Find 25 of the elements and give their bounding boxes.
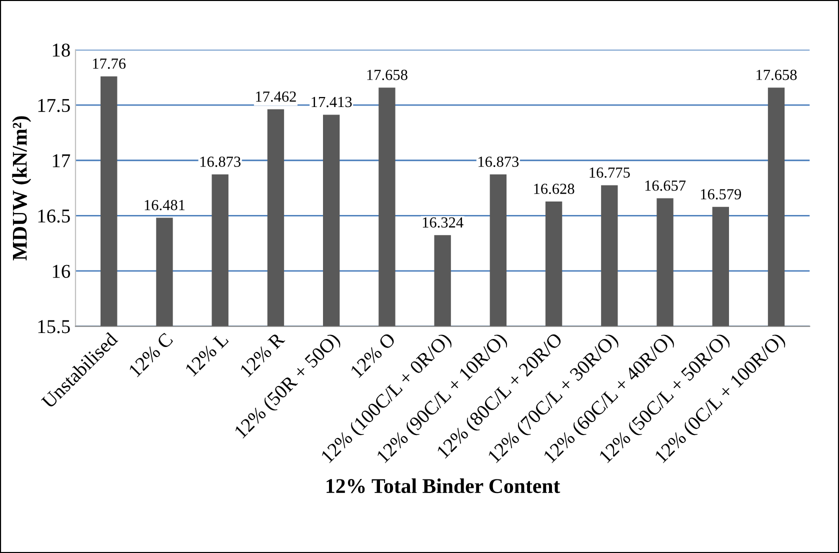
data-label: 17.658 — [756, 70, 797, 80]
data-label: 16.775 — [590, 167, 630, 178]
x-axis-title: 12% Total Binder Content — [326, 478, 560, 494]
y-tick-label: 15.5 — [38, 320, 70, 334]
data-label: 16.324 — [422, 217, 464, 228]
x-tick-label: 12% L — [184, 332, 230, 377]
y-tick-label: 16.5 — [38, 210, 70, 223]
x-tick-label: 12% C — [128, 332, 174, 378]
x-tick-label: 12% R — [240, 332, 286, 378]
data-label: 17.76 — [93, 58, 126, 69]
y-tick-label: 16 — [52, 264, 70, 278]
y-tick-label: 18 — [52, 44, 70, 57]
data-label: 16.873 — [200, 156, 241, 167]
data-label: 16.481 — [144, 200, 185, 210]
data-label: 16.628 — [534, 184, 574, 194]
y-tick-label: 17 — [52, 154, 70, 168]
data-label: 17.658 — [367, 70, 408, 80]
data-label: 16.873 — [478, 156, 519, 167]
x-tick-label: 12% O — [350, 332, 396, 378]
y-axis-title: MDUW (kN/m²) — [12, 116, 32, 260]
data-label: 16.579 — [700, 189, 742, 200]
y-tick-label: 17.5 — [38, 98, 70, 112]
data-label: 17.413 — [312, 96, 352, 108]
data-label: 16.657 — [645, 180, 686, 191]
data-label: 17.462 — [256, 91, 296, 102]
